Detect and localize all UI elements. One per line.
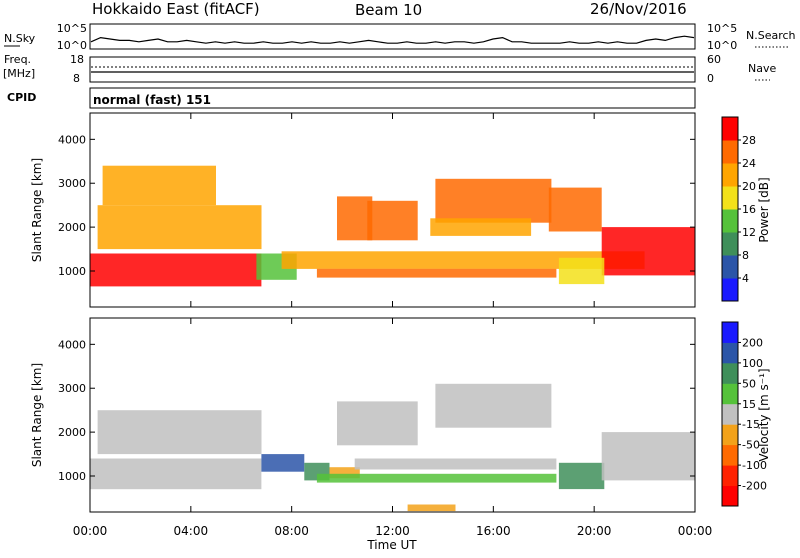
y-tick-label: 4000 (58, 338, 86, 351)
power-y-label: Slant Range [km] (30, 158, 44, 262)
noise-left-tick-top: 10^5 (57, 22, 87, 35)
x-tick-label: 00:00 (73, 524, 108, 538)
freq-left-tick-bottom: 8 (73, 72, 80, 85)
colorbar-segment (722, 140, 738, 164)
colorbar-segment (722, 117, 738, 141)
colorbar-tick-label: 28 (742, 134, 756, 147)
colorbar-tick-label: 50 (742, 377, 756, 390)
cpid-label: CPID (7, 91, 36, 104)
cpid-program: normal (fast) 151 (93, 93, 211, 107)
colorbar-segment (722, 424, 738, 445)
colorbar-segment (722, 486, 738, 507)
freq-right-tick-top: 60 (707, 53, 721, 66)
beam-title: Beam 10 (355, 1, 422, 19)
freq-left-label-2: [MHz] (3, 67, 35, 80)
colorbar-tick-label: 16 (742, 203, 756, 216)
x-tick-label: 20:00 (577, 524, 612, 538)
station-title: Hokkaido East (fitACF) (92, 0, 260, 18)
power-region-11 (430, 218, 531, 236)
power-region-7 (435, 179, 551, 223)
colorbar-tick-label: 24 (742, 157, 756, 170)
colorbar-segment (722, 322, 738, 343)
power-region-5 (337, 196, 372, 240)
time-axis-label: Time UT (366, 538, 417, 552)
power-region-6 (367, 201, 417, 241)
date-title: 26/Nov/2016 (590, 0, 687, 18)
power-colorbar: 4 8 12 16 20 24 28 (722, 117, 756, 302)
y-tick-label: 2000 (58, 221, 86, 234)
noise-right-label: N.Search (746, 29, 796, 42)
vel-region-0 (90, 459, 261, 490)
power-region-2 (103, 166, 216, 206)
noise-left-tick-bottom: 10^0 (57, 39, 87, 52)
y-tick-label: 3000 (58, 382, 86, 395)
colorbar-segment (722, 186, 738, 210)
freq-right-label: Nave (748, 62, 776, 75)
x-tick-label: 00:00 (678, 524, 713, 538)
y-tick-label: 2000 (58, 426, 86, 439)
noise-panel-frame (90, 24, 695, 49)
noise-right-tick-bottom: 10^0 (707, 39, 737, 52)
vel-region-7 (355, 459, 557, 470)
power-region-9 (602, 227, 695, 275)
vel-region-10 (602, 432, 695, 480)
velocity-y-label: Slant Range [km] (30, 363, 44, 467)
colorbar-segment (722, 342, 738, 363)
colorbar-tick-label: 20 (742, 180, 756, 193)
noise-left-label: N.Sky (4, 32, 36, 45)
colorbar-segment (722, 255, 738, 279)
vel-region-5 (337, 401, 418, 445)
colorbar-segment (722, 383, 738, 404)
colorbar-tick-label: 15 (742, 398, 756, 411)
vel-region-11 (408, 505, 456, 512)
noise-trace (91, 36, 694, 43)
colorbar-segment (722, 363, 738, 384)
power-colorbar-label: Power [dB] (757, 177, 771, 242)
colorbar-segment (722, 209, 738, 233)
y-tick-label: 1000 (58, 265, 86, 278)
x-tick-label: 12:00 (375, 524, 410, 538)
y-tick-label: 3000 (58, 177, 86, 190)
freq-left-tick-top: 18 (70, 53, 84, 66)
x-tick-label: 04:00 (174, 524, 209, 538)
vel-region-8 (317, 474, 557, 483)
freq-left-label-1: Freq. (4, 53, 31, 66)
colorbar-tick-label: 12 (742, 226, 756, 239)
freq-panel-frame (90, 57, 695, 82)
power-region-10 (559, 258, 604, 284)
power-region-1 (98, 205, 262, 249)
velocity-colorbar-label: Velocity [m s⁻¹] (757, 368, 771, 461)
power-region-8 (549, 188, 602, 232)
colorbar-tick-label: 100 (742, 357, 763, 370)
power-region-0 (90, 254, 261, 287)
colorbar-segment (722, 404, 738, 425)
colorbar-tick-label: 200 (742, 336, 763, 349)
colorbar-tick-label: 8 (742, 249, 749, 262)
vel-region-1 (98, 410, 262, 454)
vel-region-6 (435, 384, 551, 428)
freq-right-tick-bottom: 0 (707, 72, 714, 85)
colorbar-segment (722, 465, 738, 486)
vel-region-9 (559, 463, 604, 489)
vel-region-2 (261, 454, 304, 472)
colorbar-segment (722, 163, 738, 187)
y-tick-label: 4000 (58, 133, 86, 146)
y-tick-label: 1000 (58, 470, 86, 483)
x-tick-label: 16:00 (476, 524, 511, 538)
x-tick-label: 08:00 (274, 524, 309, 538)
power-region-12 (317, 269, 557, 278)
colorbar-segment (722, 232, 738, 256)
colorbar-segment (722, 278, 738, 302)
colorbar-tick-label: -200 (742, 480, 767, 493)
colorbar-segment (722, 445, 738, 466)
colorbar-tick-label: 4 (742, 272, 749, 285)
noise-right-tick-top: 10^5 (707, 22, 737, 35)
